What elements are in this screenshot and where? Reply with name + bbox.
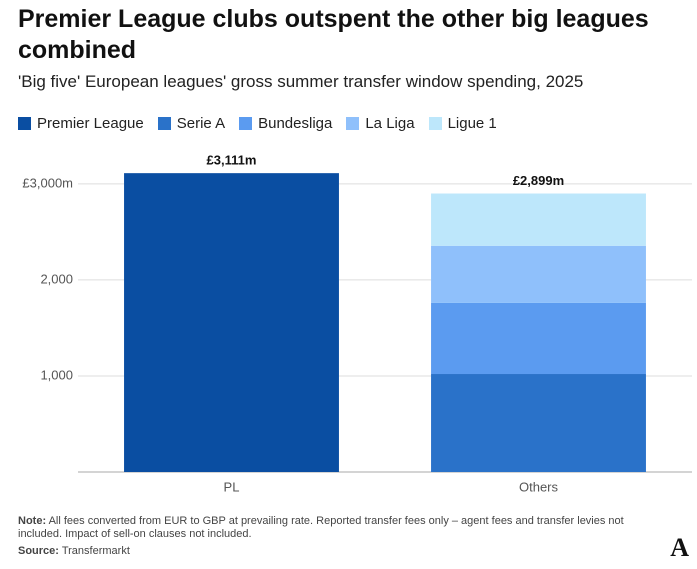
bar-segment bbox=[431, 193, 646, 246]
y-tick-label: 1,000 bbox=[40, 367, 73, 382]
legend-label: La Liga bbox=[365, 115, 415, 132]
source: Source: Transfermarkt bbox=[18, 545, 658, 558]
subtitle: 'Big five' European leagues' gross summe… bbox=[18, 72, 584, 91]
y-tick-label: £3,000m bbox=[22, 175, 73, 190]
legend-label: Ligue 1 bbox=[447, 115, 497, 132]
legend-item: Ligue 1 bbox=[428, 115, 497, 132]
logo: A bbox=[670, 533, 689, 562]
legend: Premier League Serie A Bundesliga La Liga Li… bbox=[18, 115, 497, 132]
bar-segment bbox=[431, 245, 646, 303]
legend-swatch bbox=[157, 117, 171, 130]
legend-swatch bbox=[428, 117, 442, 130]
x-tick-label: Others bbox=[519, 479, 559, 494]
legend-swatch bbox=[239, 117, 253, 130]
footnotes: Note: All fees converted from EUR to GBP… bbox=[18, 515, 658, 558]
total-label: £3,111m bbox=[207, 153, 257, 168]
legend-item: Serie A bbox=[157, 115, 226, 132]
bar-segment bbox=[431, 374, 646, 472]
total-label: £2,899m bbox=[513, 173, 564, 188]
note-text: All fees converted from EUR to GBP at pr… bbox=[18, 515, 624, 540]
note: Note: All fees converted from EUR to GBP… bbox=[18, 515, 658, 541]
legend-item: La Liga bbox=[346, 115, 415, 132]
bar-segment bbox=[124, 173, 339, 472]
legend-item: Bundesliga bbox=[239, 115, 332, 132]
bar-segment bbox=[431, 302, 646, 375]
legend-swatch bbox=[18, 117, 31, 130]
legend-swatch bbox=[346, 117, 360, 130]
y-tick-label: 2,000 bbox=[40, 271, 73, 286]
x-tick-label: PL bbox=[224, 479, 240, 494]
legend-item: Premier League bbox=[18, 115, 144, 132]
legend-label: Bundesliga bbox=[258, 115, 333, 132]
source-text: Transfermarkt bbox=[61, 545, 130, 557]
chart-title: Premier League clubs outspent the other … bbox=[18, 5, 649, 64]
legend-label: Premier League bbox=[37, 115, 144, 132]
chart: 1,000 2,000 £3,000m £3,111m PL £2,899m Others bbox=[22, 153, 692, 494]
source-label: Source: bbox=[18, 545, 59, 557]
note-label: Note: bbox=[18, 515, 47, 527]
legend-label: Serie A bbox=[176, 115, 226, 132]
